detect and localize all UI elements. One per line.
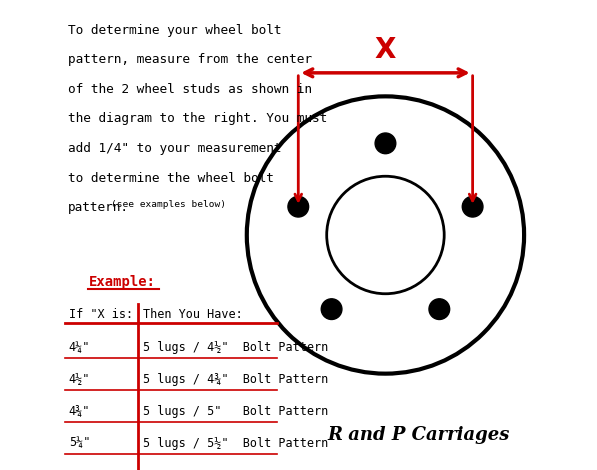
Text: If "X is:: If "X is: [69, 308, 133, 321]
Text: 4¼": 4¼" [69, 341, 90, 354]
Text: add 1/4" to your measurement: add 1/4" to your measurement [68, 142, 282, 155]
Text: 5 lugs / 4½"  Bolt Pattern: 5 lugs / 4½" Bolt Pattern [143, 341, 329, 354]
Text: to determine the wheel bolt: to determine the wheel bolt [68, 172, 274, 185]
Text: pattern.: pattern. [68, 201, 129, 214]
Text: 5¼": 5¼" [69, 437, 90, 450]
Circle shape [288, 196, 309, 217]
Text: 5 lugs / 4¾"  Bolt Pattern: 5 lugs / 4¾" Bolt Pattern [143, 373, 329, 386]
Text: X: X [375, 36, 396, 64]
Text: 4¾": 4¾" [69, 405, 90, 418]
Text: Example:: Example: [90, 275, 156, 289]
Text: pattern, measure from the center: pattern, measure from the center [68, 53, 312, 66]
Circle shape [321, 299, 342, 320]
Text: R and P Carriages: R and P Carriages [327, 426, 509, 444]
Text: the diagram to the right. You must: the diagram to the right. You must [68, 112, 327, 125]
Circle shape [375, 133, 396, 154]
Circle shape [429, 299, 450, 320]
Text: (see examples below): (see examples below) [112, 200, 226, 209]
Text: 5 lugs / 5"   Bolt Pattern: 5 lugs / 5" Bolt Pattern [143, 405, 329, 418]
Text: of the 2 wheel studs as shown in: of the 2 wheel studs as shown in [68, 83, 312, 96]
Text: 5 lugs / 5½"  Bolt Pattern: 5 lugs / 5½" Bolt Pattern [143, 437, 329, 450]
Text: Then You Have:: Then You Have: [143, 308, 243, 321]
Text: 4½": 4½" [69, 373, 90, 386]
Circle shape [462, 196, 483, 217]
Text: To determine your wheel bolt: To determine your wheel bolt [68, 24, 282, 37]
